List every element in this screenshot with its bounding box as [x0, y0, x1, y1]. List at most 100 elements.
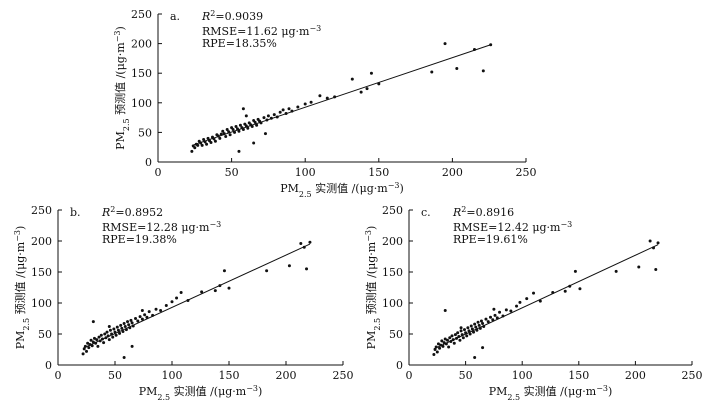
data-point: [501, 314, 505, 318]
data-point: [265, 118, 269, 122]
data-point: [491, 318, 495, 322]
rmse-text: RMSE=12.28 μg·m: [102, 221, 210, 234]
data-point: [140, 308, 144, 312]
data-point: [515, 304, 519, 308]
data-point: [199, 141, 203, 145]
data-point: [648, 239, 652, 243]
data-point: [85, 349, 88, 353]
data-point: [225, 127, 229, 131]
x-tick-label: 100: [512, 369, 533, 382]
data-point: [436, 342, 440, 346]
data-point: [241, 107, 245, 111]
data-point: [218, 284, 222, 288]
data-point: [578, 287, 582, 291]
data-point: [325, 96, 329, 100]
data-point: [296, 105, 300, 109]
data-point: [492, 307, 496, 311]
data-point: [455, 66, 459, 70]
r2-symbol: R: [452, 206, 461, 219]
data-point: [652, 246, 656, 250]
data-point: [164, 303, 168, 307]
x-tick-label: 50: [108, 369, 122, 382]
y-label-end: ): [365, 226, 378, 230]
x-tick-label: 0: [155, 166, 162, 179]
data-point: [246, 126, 250, 130]
data-point: [107, 338, 111, 342]
data-point: [175, 296, 179, 300]
data-point: [89, 338, 93, 342]
data-point: [459, 326, 463, 330]
rmse-annotation: RMSE=12.42 μg·m−3: [453, 220, 572, 235]
data-point: [466, 326, 470, 330]
y-tick-label: 100: [31, 297, 52, 310]
data-point: [134, 317, 138, 320]
data-point: [179, 290, 183, 294]
x-label-exp: −3: [596, 384, 608, 393]
data-point: [498, 310, 502, 314]
y-label-text: 预测值 /(μg·m: [114, 42, 127, 119]
panel-label: c.: [421, 206, 431, 219]
rmse-exp: −3: [560, 220, 572, 229]
data-point: [227, 286, 231, 290]
x-tick-label: 200: [442, 166, 463, 179]
data-point: [469, 324, 473, 328]
data-point: [122, 321, 126, 325]
data-point: [113, 330, 117, 334]
data-point: [481, 321, 485, 325]
y-tick-label: 100: [131, 97, 152, 110]
data-point: [287, 107, 291, 111]
x-label-pm: PM: [489, 385, 508, 398]
data-point: [252, 141, 256, 145]
data-point: [473, 356, 477, 360]
y-tick-label: 200: [382, 235, 403, 248]
x-tick-label: 50: [459, 369, 473, 382]
data-point: [472, 330, 476, 334]
x-tick-label: 100: [162, 369, 183, 382]
data-point: [459, 329, 463, 333]
y-tick-label: 50: [138, 126, 152, 139]
x-tick-label: 250: [333, 369, 354, 382]
data-point: [107, 325, 111, 329]
data-point: [212, 137, 216, 141]
data-point: [123, 325, 127, 329]
data-point: [484, 317, 488, 321]
data-point: [309, 100, 313, 104]
data-point: [452, 341, 456, 345]
data-point: [447, 345, 451, 349]
y-label-end: ): [114, 26, 127, 30]
data-point: [237, 129, 241, 133]
data-point: [129, 318, 133, 322]
y-tick-label: 0: [145, 156, 152, 169]
data-point: [206, 136, 210, 140]
data-point: [350, 77, 354, 81]
r2-symbol: R: [201, 10, 210, 23]
x-tick-label: 150: [368, 166, 389, 179]
data-point: [269, 116, 273, 120]
data-point: [365, 87, 369, 91]
y-label-end: ): [14, 226, 27, 230]
data-point: [443, 337, 447, 341]
data-point: [91, 320, 95, 324]
data-point: [489, 315, 493, 319]
data-point: [235, 127, 239, 131]
data-point: [120, 326, 124, 330]
x-tick-label: 150: [568, 369, 589, 382]
data-point: [221, 129, 225, 133]
data-point: [377, 82, 381, 86]
data-point: [147, 310, 151, 314]
data-point: [253, 120, 257, 124]
data-point: [445, 338, 449, 342]
data-point: [154, 307, 158, 311]
data-point: [455, 336, 459, 340]
data-point: [486, 320, 490, 324]
data-point: [457, 334, 461, 338]
data-point: [98, 339, 102, 343]
data-point: [456, 331, 460, 335]
data-point: [131, 324, 135, 328]
y-tick-label: 100: [382, 297, 403, 310]
data-point: [284, 111, 288, 115]
data-point: [303, 102, 307, 106]
data-point: [434, 345, 438, 349]
